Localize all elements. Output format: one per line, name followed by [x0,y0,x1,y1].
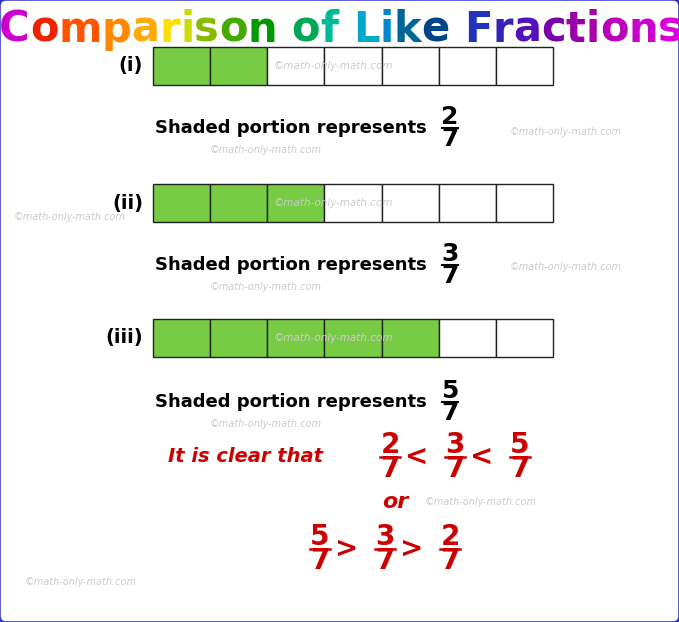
Bar [268,47,325,85]
Text: Shaded portion represents: Shaded portion represents [155,393,433,411]
Text: c: c [541,9,566,51]
Text: m: m [58,9,102,51]
Bar [382,47,439,85]
Text: <: < [471,443,494,471]
Bar [325,184,382,222]
Text: F: F [464,9,492,51]
Text: 7: 7 [310,547,330,575]
Text: 5: 5 [510,431,530,459]
Bar [153,47,210,85]
Bar [268,319,325,357]
Text: i: i [180,9,194,51]
Bar [382,319,439,357]
Text: k: k [394,9,421,51]
Bar [325,47,382,85]
Text: ©math-only-math.com: ©math-only-math.com [510,127,622,137]
Text: 3: 3 [441,242,459,266]
Text: 2: 2 [441,105,459,129]
Text: 7: 7 [441,401,459,425]
Text: r: r [492,9,513,51]
Text: Shaded portion represents: Shaded portion represents [155,256,433,274]
Text: 7: 7 [375,547,394,575]
Text: 5: 5 [441,379,459,403]
Text: ©math-only-math.com: ©math-only-math.com [210,419,322,429]
Bar [268,184,325,222]
Text: ©math-only-math.com: ©math-only-math.com [210,145,322,155]
Text: a: a [513,9,541,51]
Text: n: n [628,9,658,51]
Text: 7: 7 [441,127,459,151]
Text: 7: 7 [445,455,464,483]
Text: L: L [353,9,380,51]
Text: It is clear that: It is clear that [168,447,323,466]
Text: n: n [248,9,277,51]
Bar [439,184,496,222]
Text: s: s [194,9,219,51]
Text: >: > [401,535,424,563]
Text: i: i [380,9,394,51]
Text: ©math-only-math.com: ©math-only-math.com [273,61,392,71]
Text: ©math-only-math.com: ©math-only-math.com [210,282,322,292]
Bar [210,319,268,357]
Text: 2: 2 [380,431,400,459]
Text: ©math-only-math.com: ©math-only-math.com [510,262,622,272]
Text: <: < [405,443,428,471]
Text: 3: 3 [445,431,464,459]
Text: o: o [600,9,628,51]
Text: 7: 7 [441,264,459,288]
Text: ©math-only-math.com: ©math-only-math.com [273,333,392,343]
Bar [496,184,553,222]
Bar [439,47,496,85]
Bar [210,184,268,222]
Text: 5: 5 [310,523,330,551]
Text: C: C [0,9,30,51]
Text: 7: 7 [511,455,530,483]
Text: 3: 3 [375,523,394,551]
Bar [210,47,268,85]
Bar [496,319,553,357]
Text: o: o [291,9,320,51]
Bar [382,184,439,222]
Text: (ii): (ii) [112,193,143,213]
Text: >: > [335,535,359,563]
Text: i: i [585,9,600,51]
Text: 7: 7 [440,547,460,575]
Text: a: a [132,9,160,51]
Text: ©math-only-math.com: ©math-only-math.com [425,497,537,507]
Text: 7: 7 [380,455,400,483]
Bar [496,47,553,85]
Bar [153,184,210,222]
Text: p: p [102,9,132,51]
Bar [325,319,382,357]
Text: ©math-only-math.com: ©math-only-math.com [273,198,392,208]
Text: or: or [382,492,408,512]
Text: s: s [658,9,679,51]
Text: r: r [160,9,180,51]
Text: ©math-only-math.com: ©math-only-math.com [14,212,126,222]
Text: (i): (i) [119,57,143,75]
Text: f: f [320,9,338,51]
Bar [439,319,496,357]
Text: 2: 2 [440,523,460,551]
Text: o: o [219,9,248,51]
Text: (iii): (iii) [105,328,143,348]
Text: e: e [421,9,449,51]
Text: Shaded portion represents: Shaded portion represents [155,119,433,137]
Text: t: t [566,9,585,51]
Text: o: o [30,9,58,51]
Text: ©math-only-math.com: ©math-only-math.com [25,577,137,587]
Bar [153,319,210,357]
